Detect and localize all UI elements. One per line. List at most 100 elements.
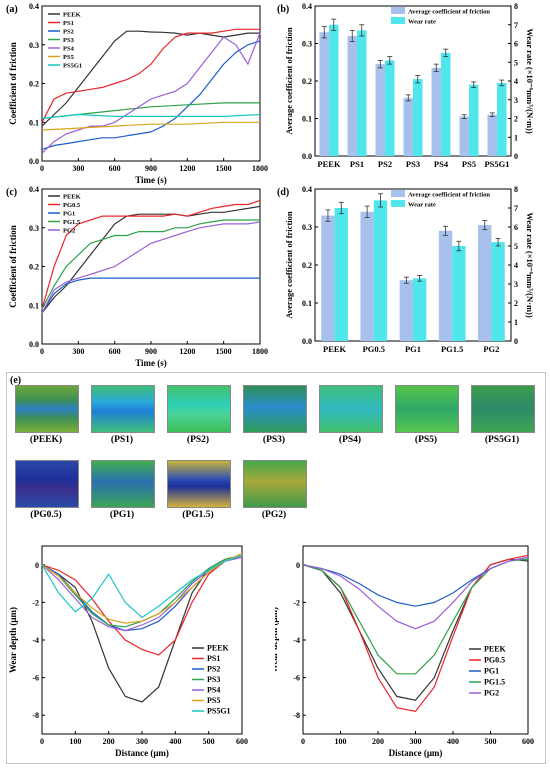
series-line-PS5G1: [41, 113, 261, 119]
panel-e-right: 0 100 200 300 400 500 600 0 -2 -4 -6 -8 Distance (μm…: [269, 540, 550, 764]
wear-track-label: (PEEK): [29, 435, 63, 445]
wear-track-image: [91, 385, 155, 433]
category-label: PG1: [405, 344, 421, 354]
bar-wear: [469, 84, 479, 156]
x-axis-label: Time (s): [135, 358, 167, 368]
bar-friction: [403, 97, 413, 156]
chart-b: (b) PEEK PS1 PS2 PS3 PS4 PS5 PS5G1 0.0 0.1 0.2 0.3 0…: [277, 2, 535, 169]
legend-swatch: [391, 190, 405, 197]
wear-track-image: [167, 460, 231, 508]
wear-track-label: (PG0.5): [30, 510, 62, 520]
series-line-PS1: [41, 28, 260, 123]
panel-e-left: 0 100 200 300 400 500 600 0 -2 -4 -6 -8 Distance (μm…: [0, 540, 275, 764]
legend-label-PS2: PS2: [207, 665, 220, 674]
x-tick-label: 1200: [179, 164, 195, 173]
bar-friction: [319, 32, 329, 156]
legend-label-PG0.5: PG0.5: [484, 656, 505, 665]
series-line-PS1: [41, 556, 243, 656]
legend-label-PEEK: PEEK: [484, 645, 507, 654]
legend-swatch: [391, 200, 405, 207]
wear-track-label: (PG1): [109, 510, 135, 520]
series-line-PG0.5: [41, 200, 261, 310]
bar-wear: [334, 208, 348, 341]
x-tick-label: 900: [145, 347, 157, 356]
legend-label-PG1.5: PG1.5: [484, 678, 505, 687]
legend-label-PS3: PS3: [63, 37, 75, 44]
y2-tick-label: 4: [514, 261, 518, 270]
y-tick-label: 0.1: [29, 301, 39, 310]
panel-label: (c): [6, 187, 17, 198]
y-axis-label: Average coefficient of friction: [284, 27, 294, 134]
y-tick-label: 0: [35, 561, 39, 570]
x-tick-label: 0: [40, 347, 44, 356]
x-tick-label: 600: [109, 164, 121, 173]
y2-tick-label: 6: [514, 40, 518, 49]
y2-tick-label: 1: [514, 133, 518, 142]
series-line-PG1: [302, 556, 529, 607]
y-tick-label: 0.0: [29, 157, 39, 166]
legend-swatch: [391, 7, 405, 14]
x-tick-label: 100: [69, 737, 81, 746]
legend-label: Wear rate: [408, 202, 436, 209]
bar-friction: [321, 215, 335, 341]
y-tick-label: -4: [32, 636, 39, 645]
chart-e-left: 0 100 200 300 400 500 600 0 -2 -4 -6 -8 Distance (μm…: [8, 545, 248, 758]
y2-tick-label: 5: [514, 242, 518, 251]
x-tick-label: 300: [410, 737, 422, 746]
series-line-PS5G1: [41, 554, 243, 619]
series-line-PG1: [41, 277, 260, 314]
legend-label-PS5G1: PS5G1: [63, 63, 82, 70]
y-tick-label: 0: [296, 561, 300, 570]
y2-tick-label: 5: [514, 58, 518, 67]
series-line-PG2: [41, 221, 261, 314]
y-tick-label: -8: [32, 711, 39, 720]
y2-tick-label: 2: [514, 299, 518, 308]
bar-friction: [459, 116, 469, 156]
y-axis-label: Coefficient of friction: [8, 225, 18, 307]
y-tick-label: 0.4: [302, 185, 312, 194]
bar-friction: [478, 225, 492, 341]
panel-label: (a): [6, 4, 18, 15]
legend-label-PS5: PS5: [207, 696, 220, 705]
x-tick-label: 0: [301, 737, 305, 746]
x-tick-label: 500: [203, 737, 215, 746]
y2-tick-label: 0: [514, 337, 518, 346]
y2-tick-label: 6: [514, 223, 518, 232]
wear-track-label: (PG1.5): [182, 510, 214, 520]
chart-c: (c) 0 300 600 900 1200 1500 1800 0.0 0.1 0.2 0.3 0.4…: [6, 185, 268, 368]
chart-a: (a) 0 300 600 900 1200 1500 1800 0.0 0.1 0.2 0.3 0.4…: [6, 2, 268, 185]
series-line-PS4: [41, 32, 261, 154]
chart-e-right: 0 100 200 300 400 500 600 0 -2 -4 -6 -8 Distance (μm…: [269, 545, 534, 758]
bar-wear: [385, 60, 395, 156]
y2-tick-label: 3: [514, 96, 518, 105]
bar-wear: [491, 242, 505, 341]
x-tick-label: 900: [145, 164, 157, 173]
wear-track-image: [471, 385, 535, 433]
y-tick-label: -2: [293, 598, 300, 607]
wear-track-image: [319, 385, 383, 433]
panel-a: (a) 0 300 600 900 1200 1500 1800 0.0 0.1 0.2 0.3 0.4…: [0, 0, 275, 185]
bar-wear: [413, 278, 427, 341]
bar-wear: [373, 200, 388, 341]
series-line-PEEK: [41, 30, 260, 127]
y-axis-label: Wear depth (μm): [275, 607, 279, 673]
wear-track-image: [167, 385, 231, 433]
y-tick-label: 0.4: [29, 2, 39, 11]
wear-track-image: [15, 460, 79, 508]
series-line-PG1.5: [41, 219, 260, 310]
legend-label-PS5: PS5: [63, 54, 75, 61]
y-tick-label: 0.3: [29, 224, 39, 233]
bar-wear: [329, 24, 339, 156]
chart-d: (d) PEEK PG0.5 PG1 PG1.5 PG2 0.0 0.1 0.2 0.3 0.4 0 1…: [277, 185, 535, 354]
y-axis-label: Average coefficient of friction: [284, 211, 294, 318]
bar-wear: [413, 79, 423, 156]
y2-axis-label: Wear rate (×10⁻⁶mm³/(N·m)): [525, 28, 535, 134]
y-tick-label: 0.1: [302, 115, 312, 124]
wear-track-label: (PS1): [110, 435, 134, 445]
bar-friction: [399, 280, 413, 341]
series-line-PS5: [41, 552, 243, 624]
y-tick-label: 0.3: [302, 223, 312, 232]
panel-c: (c) 0 300 600 900 1200 1500 1800 0.0 0.1 0.2 0.3 0.4…: [0, 185, 275, 368]
legend-label-PG2: PG2: [63, 228, 75, 235]
wear-track-label: (PS4): [338, 435, 362, 445]
